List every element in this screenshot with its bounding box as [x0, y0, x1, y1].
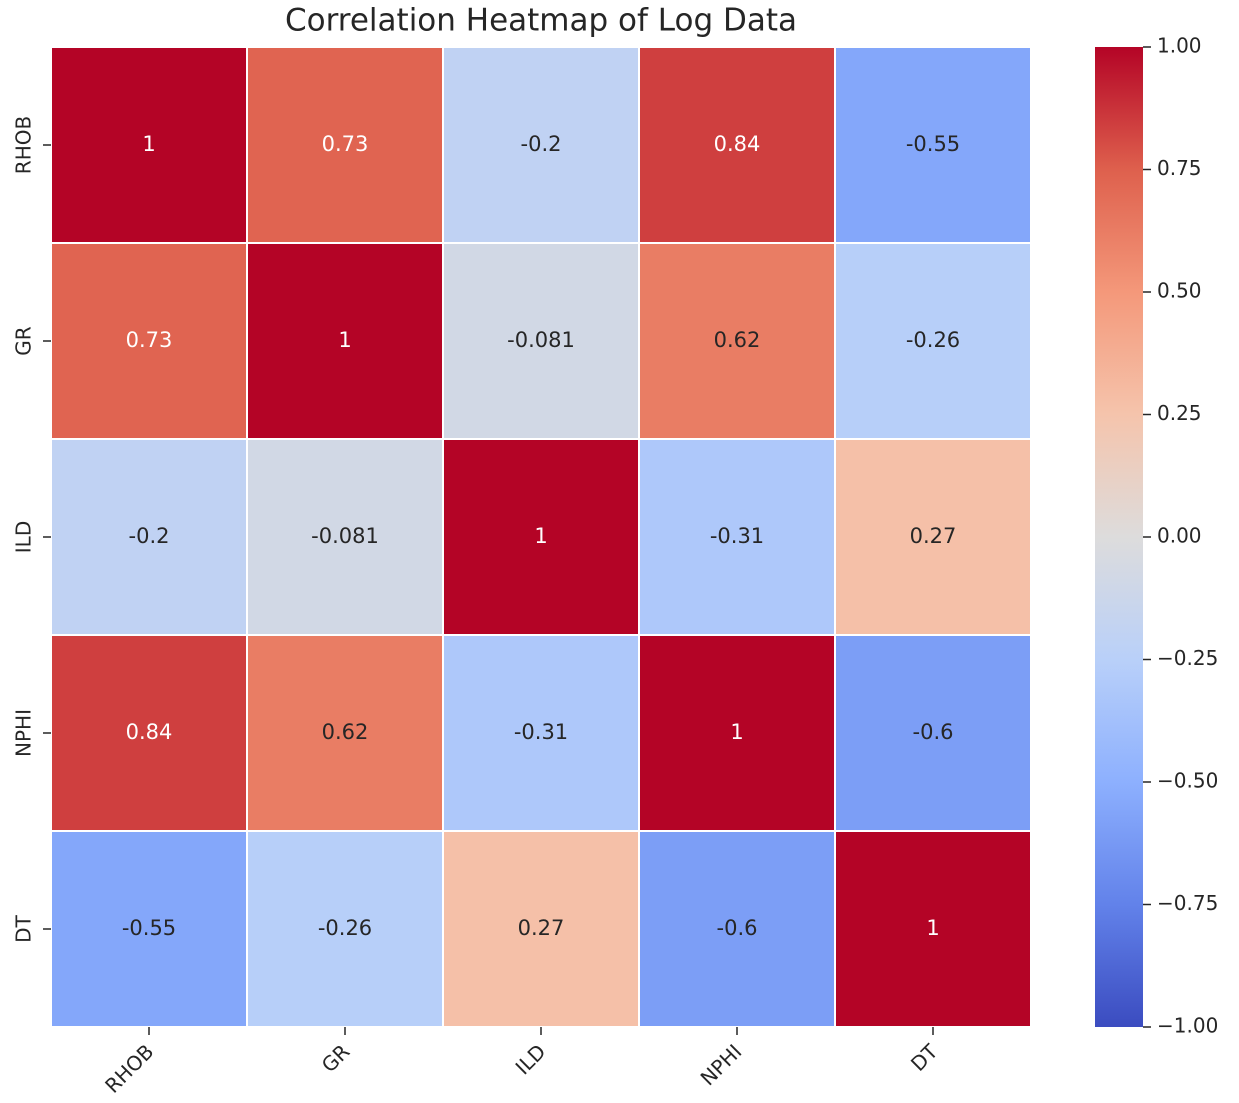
- heatmap-cell: [834, 242, 1032, 440]
- y-tick-label: NPHI: [12, 709, 36, 757]
- cell-label: -0.31: [710, 524, 764, 548]
- cell-label: 0.27: [910, 524, 957, 548]
- cell-label: -0.2: [521, 132, 562, 156]
- cell-label: -0.6: [913, 720, 954, 744]
- x-tick-label: NPHI: [696, 1039, 747, 1090]
- cell-label: 1: [926, 916, 939, 940]
- y-tick-label: RHOB: [12, 116, 36, 174]
- heatmap-cell: [246, 438, 444, 636]
- heatmap-cell: [442, 830, 640, 1028]
- heatmap-cell: [246, 830, 444, 1028]
- heatmap-cell: [442, 242, 640, 440]
- cell-label: 1: [338, 328, 351, 352]
- cell-label: 0.73: [322, 132, 369, 156]
- colorbar-tick-label: 0.50: [1157, 279, 1202, 303]
- cell-label: -0.2: [129, 524, 170, 548]
- colorbar-tick-label: 0.25: [1157, 401, 1202, 425]
- heatmap-cell: [834, 438, 1032, 636]
- heatmap-cell: [50, 242, 248, 440]
- cell-label: -0.081: [507, 328, 575, 352]
- colorbar-tick-label: 1.00: [1157, 34, 1202, 58]
- x-tick-label: RHOB: [100, 1039, 158, 1097]
- heatmap-cell: [50, 46, 248, 244]
- cell-label: -0.26: [318, 916, 372, 940]
- cell-label: 0.73: [126, 328, 173, 352]
- colorbar-tick-label: 0.00: [1157, 524, 1202, 548]
- cell-label: 0.27: [518, 916, 565, 940]
- cell-label: 0.84: [714, 132, 761, 156]
- y-tick-label: GR: [12, 326, 36, 355]
- cell-label: 0.84: [126, 720, 173, 744]
- cell-label: -0.55: [906, 132, 960, 156]
- y-tick-label: ILD: [12, 521, 36, 553]
- heatmap-cell: [638, 46, 836, 244]
- x-tick-label: ILD: [511, 1039, 551, 1079]
- colorbar-tick-label: −0.75: [1157, 891, 1218, 915]
- cell-label: 0.62: [714, 328, 761, 352]
- heatmap-cell: [246, 634, 444, 832]
- heatmap-cell: [834, 634, 1032, 832]
- colorbar-tick-label: −0.50: [1157, 769, 1218, 793]
- heatmap-cell: [834, 830, 1032, 1028]
- y-tick-label: DT: [12, 914, 36, 942]
- cell-label: -0.55: [122, 916, 176, 940]
- cell-label: -0.26: [906, 328, 960, 352]
- cell-label: 1: [534, 524, 547, 548]
- colorbar-tick-label: −1.00: [1157, 1014, 1218, 1038]
- colorbar-tick-label: 0.75: [1157, 156, 1202, 180]
- cell-label: -0.081: [311, 524, 379, 548]
- heatmap-cell: [246, 46, 444, 244]
- colorbar-tick-label: −0.25: [1157, 646, 1218, 670]
- heatmap-cell: [442, 46, 640, 244]
- heatmap-cell: [834, 46, 1032, 244]
- heatmap-cell: [50, 830, 248, 1028]
- heatmap-cell: [442, 634, 640, 832]
- heatmap-cell: [638, 438, 836, 636]
- cell-label: 0.62: [322, 720, 369, 744]
- cell-label: 1: [730, 720, 743, 744]
- chart-title: Correlation Heatmap of Log Data: [285, 3, 797, 39]
- cell-label: -0.31: [514, 720, 568, 744]
- cell-label: -0.6: [717, 916, 758, 940]
- x-tick-label: GR: [317, 1039, 355, 1077]
- heatmap-cell: [442, 438, 640, 636]
- heatmap-cell: [638, 634, 836, 832]
- cell-label: 1: [142, 132, 155, 156]
- x-tick-label: DT: [906, 1039, 943, 1076]
- colorbar: [1095, 47, 1143, 1027]
